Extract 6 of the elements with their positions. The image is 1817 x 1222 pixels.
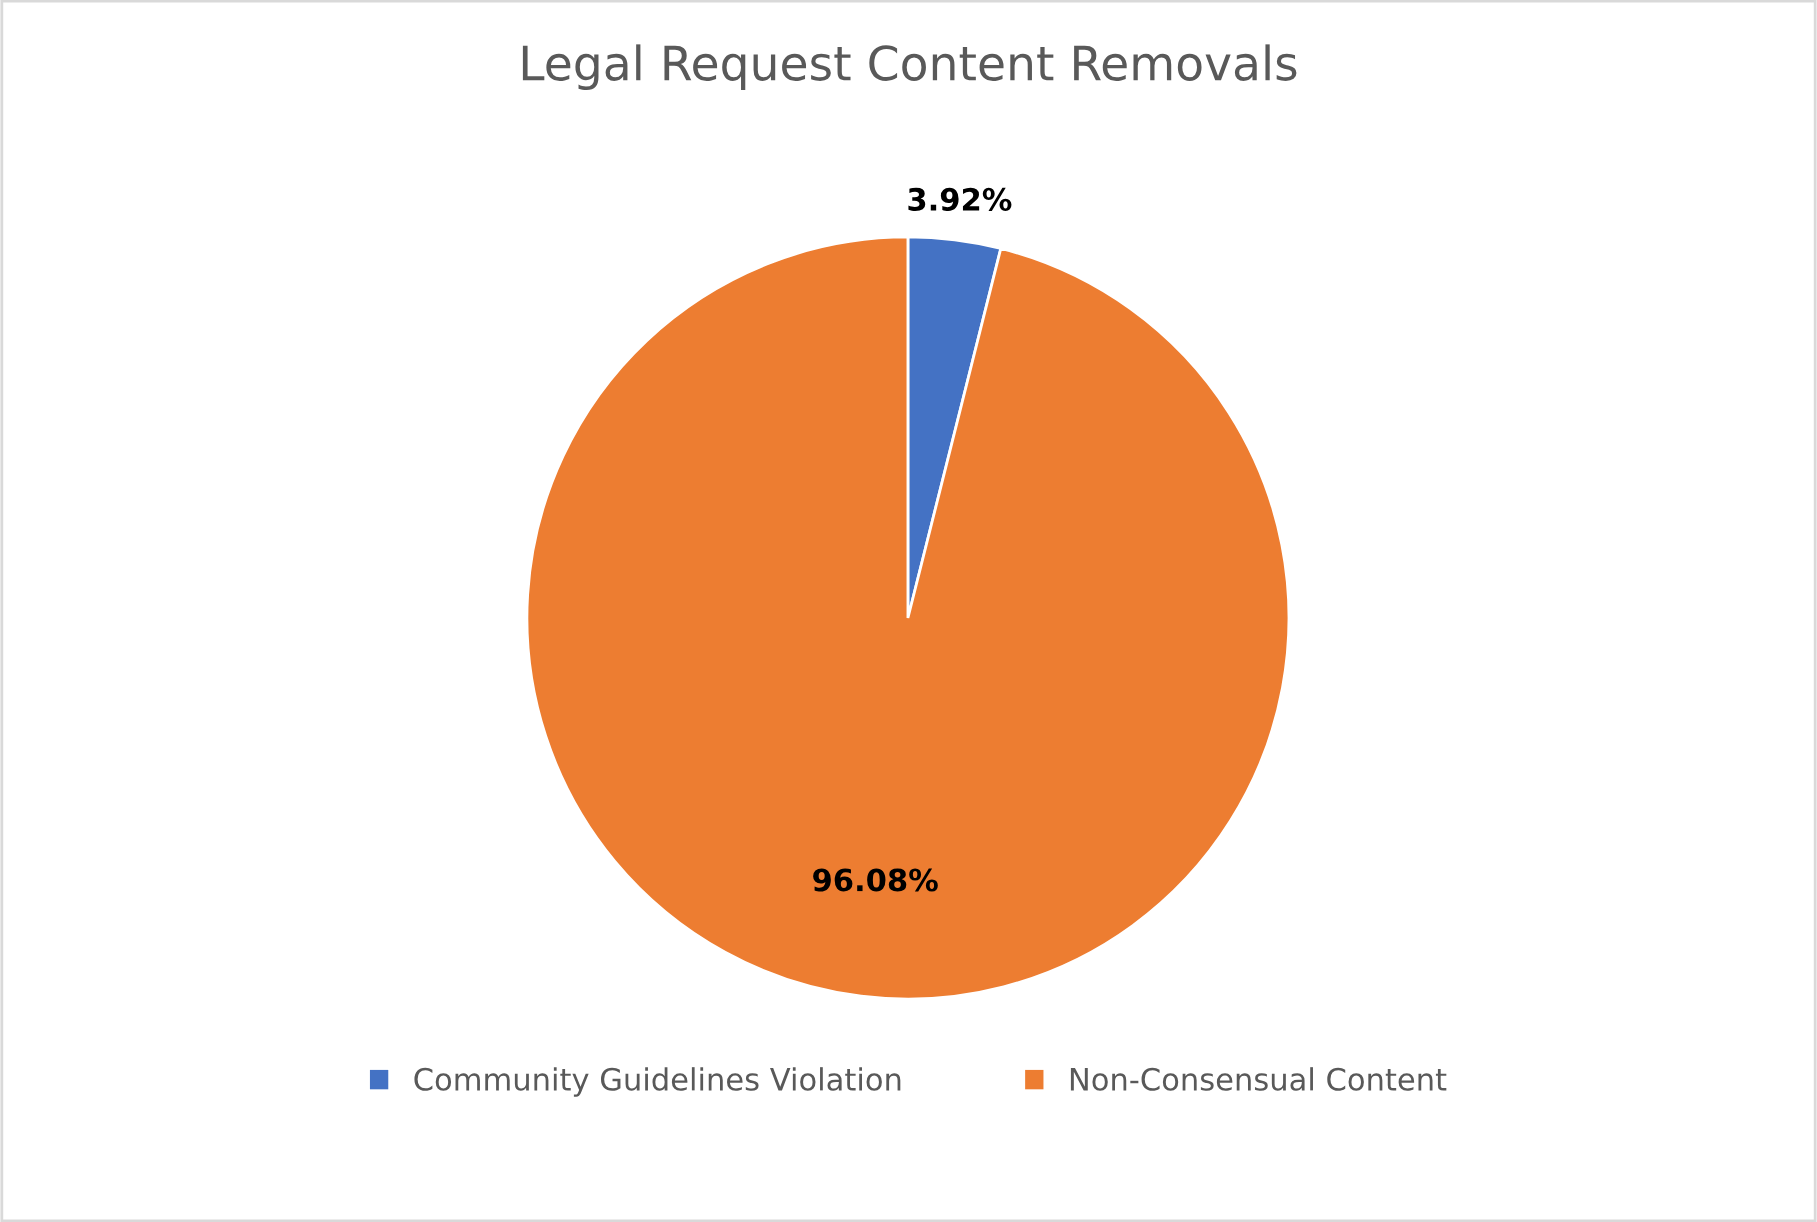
chart-title: Legal Request Content Removals — [522, 44, 1297, 91]
data-label: 3.92% — [908, 187, 1012, 211]
legend-label: Community Guidelines Violation — [414, 1067, 901, 1097]
pie-slice — [525, 235, 1291, 1001]
data-label: 96.08% — [813, 868, 938, 892]
legend-label: Non-Consensual Content — [1070, 1067, 1447, 1091]
